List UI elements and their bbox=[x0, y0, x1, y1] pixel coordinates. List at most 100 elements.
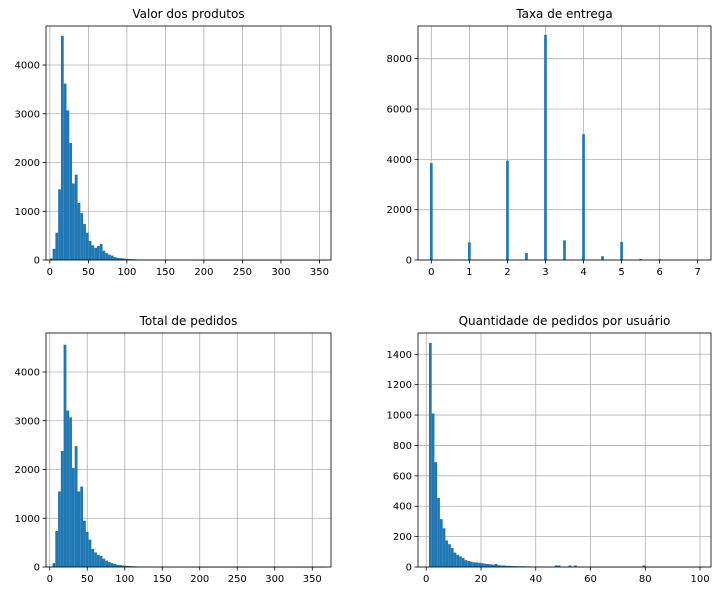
histogram-bar bbox=[470, 561, 473, 567]
histogram-bar bbox=[74, 174, 78, 260]
y-tick-label: 8000 bbox=[387, 54, 412, 65]
chart-title: Quantidade de pedidos por usuário bbox=[459, 314, 671, 328]
y-tick-label: 1000 bbox=[387, 411, 412, 422]
x-tick-label: 7 bbox=[694, 267, 700, 278]
histogram-bar bbox=[119, 565, 122, 567]
x-tick-label: 2 bbox=[504, 267, 510, 278]
histogram-bar bbox=[102, 558, 106, 567]
histogram-bar bbox=[116, 257, 120, 260]
histogram-bar bbox=[85, 531, 89, 567]
histogram-bar bbox=[121, 258, 125, 260]
x-tick-label: 0 bbox=[47, 267, 53, 278]
histogram-bar bbox=[99, 555, 103, 567]
histogram-bar bbox=[467, 560, 471, 567]
histogram-bar bbox=[49, 258, 53, 260]
x-tick-label: 0 bbox=[428, 267, 434, 278]
histogram-bar bbox=[448, 544, 451, 567]
y-tick-label: 4000 bbox=[387, 155, 412, 166]
histogram-bar bbox=[428, 342, 432, 567]
y-tick-label: 1400 bbox=[387, 350, 412, 361]
histogram-bar bbox=[508, 565, 512, 567]
x-tick-label: 0 bbox=[423, 574, 429, 585]
histogram-bar bbox=[52, 248, 56, 260]
histogram-bar bbox=[83, 520, 86, 567]
histogram-bar bbox=[94, 247, 97, 260]
histogram-bar bbox=[69, 143, 73, 260]
x-tick-label: 150 bbox=[156, 267, 175, 278]
chart-title: Valor dos produtos bbox=[132, 7, 244, 21]
subplot-2: 0 1 2 3 4 5 6 7 0 2000 4000 6000 8000 Taxa de entrega bbox=[387, 7, 712, 278]
x-tick-label: 80 bbox=[639, 574, 652, 585]
histogram-bar bbox=[483, 563, 487, 567]
histogram-bar bbox=[494, 563, 498, 567]
axes-frame bbox=[417, 25, 712, 261]
histogram-bar bbox=[91, 548, 95, 567]
histogram-bar bbox=[439, 519, 443, 567]
histogram-bar bbox=[130, 259, 134, 260]
histogram-bar bbox=[642, 565, 646, 567]
histogram-bar bbox=[94, 552, 97, 567]
histogram-bar bbox=[468, 242, 471, 260]
x-tick-label: 60 bbox=[584, 574, 597, 585]
y-tick-label: 600 bbox=[393, 471, 412, 482]
histogram-bar bbox=[124, 258, 128, 260]
histogram-bar bbox=[429, 163, 433, 260]
histogram-bar bbox=[80, 213, 84, 260]
histogram-bar bbox=[121, 565, 125, 567]
histogram-bar bbox=[574, 565, 577, 567]
histogram-bar bbox=[96, 554, 100, 567]
x-tick-label: 150 bbox=[153, 574, 172, 585]
histogram-bar bbox=[437, 497, 440, 567]
x-tick-label: 50 bbox=[82, 267, 95, 278]
histogram-bar bbox=[124, 565, 128, 567]
x-tick-label: 300 bbox=[271, 267, 290, 278]
x-tick-label: 100 bbox=[690, 574, 709, 585]
histogram-bar bbox=[431, 413, 435, 567]
histogram-bar bbox=[119, 258, 122, 260]
histogram-bar bbox=[83, 223, 86, 260]
histogram-bar bbox=[96, 245, 100, 260]
histogram-bar bbox=[554, 565, 558, 567]
histogram-bar bbox=[63, 344, 67, 567]
histogram-bar bbox=[55, 530, 59, 567]
histogram-bar bbox=[110, 255, 114, 260]
histogram-bar bbox=[434, 462, 438, 567]
axes-frame bbox=[45, 332, 332, 568]
histogram-bar bbox=[505, 565, 509, 567]
x-tick-label: 100 bbox=[115, 574, 134, 585]
histogram-bar bbox=[52, 563, 56, 567]
y-tick-label: 0 bbox=[406, 256, 412, 267]
histogram-bar bbox=[58, 491, 61, 567]
histogram-bar bbox=[461, 557, 465, 567]
x-tick-label: 50 bbox=[81, 574, 94, 585]
histogram-bar bbox=[60, 450, 64, 567]
y-tick-label: 2000 bbox=[15, 465, 40, 476]
axes-frame bbox=[45, 25, 332, 261]
chart-title: Total de pedidos bbox=[139, 314, 238, 328]
y-tick-label: 6000 bbox=[387, 105, 412, 116]
histogram-bar bbox=[453, 552, 457, 567]
histogram-bar bbox=[110, 563, 114, 567]
histogram-bar bbox=[113, 564, 117, 567]
subplot-4: 0 20 40 60 80 1000200400600800100012001400Qua… bbox=[387, 314, 712, 585]
histogram-bar bbox=[491, 564, 495, 567]
histogram-bar bbox=[511, 566, 514, 567]
histogram-bar bbox=[130, 566, 133, 567]
histogram-bar bbox=[99, 243, 103, 260]
histogram-bar bbox=[445, 540, 449, 567]
y-tick-label: 3000 bbox=[15, 416, 40, 427]
histogram-bar bbox=[80, 486, 84, 567]
histogram-bar bbox=[77, 491, 81, 567]
y-tick-label: 2000 bbox=[15, 158, 40, 169]
histogram-bar bbox=[639, 258, 642, 260]
x-tick-label: 250 bbox=[228, 574, 247, 585]
x-tick-label: 3 bbox=[542, 267, 548, 278]
x-tick-label: 250 bbox=[233, 267, 252, 278]
y-tick-label: 800 bbox=[393, 441, 412, 452]
x-tick-label: 5 bbox=[618, 267, 624, 278]
histogram-bar bbox=[450, 548, 454, 567]
y-tick-label: 400 bbox=[393, 502, 412, 513]
y-tick-label: 1000 bbox=[15, 207, 40, 218]
histogram-bar bbox=[563, 240, 566, 260]
